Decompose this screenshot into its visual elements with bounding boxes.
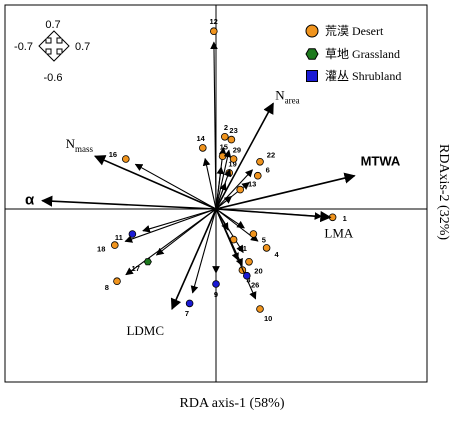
site-marker-5	[249, 230, 258, 238]
legend-shrubland-label: 灌丛 Shrubland	[325, 69, 401, 83]
scale-right-label: 0.7	[75, 41, 90, 53]
site-label-10: 10	[264, 314, 272, 323]
site-label-16: 16	[109, 150, 117, 159]
site-label-23: 23	[229, 126, 237, 135]
trait-label-main-ldmc: LDMC	[126, 323, 164, 338]
site-label-26: 26	[251, 281, 259, 290]
legend-desert-label: 荒漠 Desert	[325, 24, 384, 38]
trait-vector-narea	[215, 102, 274, 210]
scale-left-label: -0.7	[14, 41, 33, 53]
site-vector-18	[124, 208, 217, 243]
site-vector-23	[215, 149, 232, 210]
site-vector-15	[215, 166, 225, 210]
site-vector-16	[134, 163, 217, 210]
site-label-20: 20	[254, 266, 262, 275]
trait-vector-mtwa	[215, 172, 356, 210]
trait-label-main-alpha: α	[25, 192, 35, 209]
site-marker-18	[111, 241, 119, 249]
site-marker-2	[221, 133, 229, 141]
site-label-12: 12	[210, 17, 218, 26]
scale-indicator: 0.7 -0.7 0.7 -0.6	[14, 19, 90, 84]
site-vector-22	[215, 169, 254, 210]
site-label-13: 13	[248, 179, 256, 188]
four-way-arrow-icon	[38, 30, 70, 62]
trait-vector-nmass	[93, 155, 217, 210]
site-vector-29	[215, 168, 232, 210]
site-marker-23	[227, 135, 236, 144]
site-label-14: 14	[197, 134, 206, 143]
trait-label-mtwa: MTWA	[361, 154, 401, 169]
site-marker-11	[128, 230, 137, 238]
site-vector-12	[210, 41, 218, 210]
trait-label-nmass: Nmass	[66, 136, 94, 154]
site-label-9: 9	[214, 290, 218, 299]
site-marker-12	[210, 27, 218, 36]
site-vector-11	[142, 208, 217, 233]
site-marker-6	[253, 171, 262, 180]
site-marker-15	[218, 152, 227, 161]
trait-vector-alpha	[41, 195, 217, 210]
trait-label-main-mtwa: MTWA	[361, 154, 401, 169]
site-label-8: 8	[105, 283, 109, 292]
trait-vector-ldmc	[170, 208, 217, 311]
site-marker-8	[113, 277, 121, 286]
site-label-4: 4	[275, 250, 280, 259]
legend-grassland-marker	[305, 48, 319, 60]
scale-bottom-label: -0.6	[44, 72, 63, 84]
site-marker-9	[212, 280, 220, 288]
site-label-3: 3	[246, 275, 250, 284]
x-axis-label: RDA axis-1 (58%)	[180, 396, 285, 411]
site-vector-17	[155, 208, 217, 256]
site-vector-26	[215, 208, 243, 267]
trait-label-main-lma: LMA	[324, 225, 354, 240]
legend-shrubland-marker	[306, 70, 318, 82]
trait-label-main-nmass: N	[66, 136, 76, 151]
site-vector-7	[190, 208, 217, 294]
site-label-29: 29	[233, 146, 241, 155]
site-label-21: 21	[239, 244, 247, 253]
legend-grassland-label: 草地 Grassland	[325, 47, 400, 61]
site-marker-14	[199, 144, 207, 152]
y-axis-label: RDAxis-2 (32%)	[436, 144, 451, 240]
trait-label-narea: Narea	[275, 87, 299, 105]
site-vector-5	[215, 208, 245, 229]
site-label-17: 17	[132, 264, 140, 273]
legend: 荒漠 Desert 草地 Grassland 灌丛 Shrubland	[305, 24, 401, 83]
site-label-6: 6	[266, 165, 270, 174]
site-label-11: 11	[115, 233, 123, 242]
site-marker-13	[236, 185, 245, 194]
site-label-22: 22	[267, 151, 275, 160]
site-vectors: 1234567891011121314151617181920212223262…	[97, 17, 347, 323]
site-label-15: 15	[220, 142, 228, 151]
site-marker-4	[262, 244, 271, 252]
trait-label-alpha: α	[25, 192, 35, 209]
trait-vector-lma	[215, 208, 332, 223]
trait-label-sub-narea: area	[285, 95, 300, 105]
legend-desert-marker	[305, 24, 319, 38]
site-label-2: 2	[224, 123, 228, 132]
site-label-1: 1	[343, 214, 347, 223]
site-marker-10	[256, 305, 264, 313]
trait-label-main-narea: N	[275, 87, 285, 102]
trait-label-ldmc: LDMC	[126, 323, 164, 338]
site-marker-17	[143, 258, 152, 266]
site-label-19: 19	[228, 160, 236, 169]
site-marker-20	[245, 257, 253, 266]
scale-top-label: 0.7	[45, 19, 60, 31]
site-label-18: 18	[97, 245, 105, 254]
site-marker-7	[185, 299, 194, 308]
site-marker-16	[122, 155, 130, 163]
trait-label-sub-nmass: mass	[75, 144, 93, 154]
site-label-7: 7	[185, 309, 189, 318]
site-vector-14	[202, 157, 217, 210]
site-marker-22	[256, 158, 264, 166]
site-marker-26	[243, 271, 251, 280]
trait-label-lma: LMA	[324, 225, 354, 240]
site-marker-29	[229, 155, 238, 163]
site-label-5: 5	[262, 236, 266, 245]
